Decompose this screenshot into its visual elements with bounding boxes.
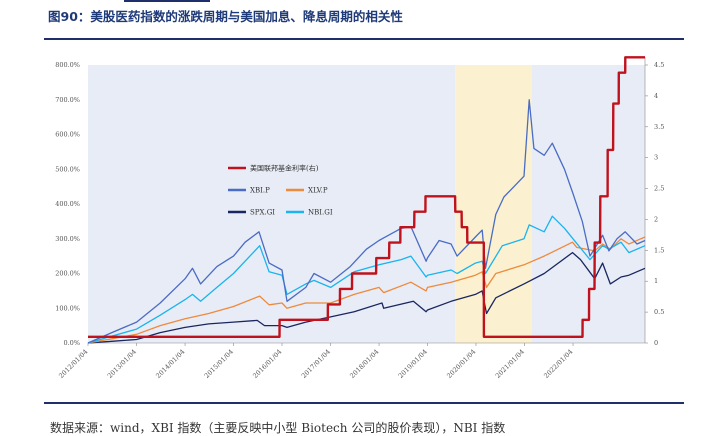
right-axis: 0 0.5 1 1.5 2 2.5 3 3.5 4 4.5 — [644, 57, 664, 347]
y-left-tick-label: 300.0% — [55, 235, 80, 243]
legend: 美国联邦基金利率(右) XBI.P XLV.P SPX.GI NBI.GI — [228, 164, 333, 217]
series-lines — [87, 56, 646, 344]
y-right-tick-label: 0.5 — [654, 308, 664, 316]
x-tick-label: 2019/01/04 — [397, 348, 429, 380]
legend-label-fed-rate: 美国联邦基金利率(右) — [250, 164, 319, 173]
left-axis: 0.0% 100.0% 200.0% 300.0% 400.0% 500.0% 600.0%… — [55, 61, 80, 347]
x-tick-label: 2014/01/04 — [154, 348, 186, 380]
top-rule — [44, 38, 684, 40]
shaded-period-1 — [279, 65, 456, 343]
title-accent-bar — [124, 0, 210, 2]
y-left-tick-label: 400.0% — [55, 200, 80, 208]
y-left-tick-label: 700.0% — [55, 96, 80, 104]
shaded-period-0 — [88, 65, 280, 343]
series-line-nbi-gi — [87, 215, 646, 344]
y-left-tick-label: 500.0% — [55, 165, 80, 173]
series-line-xbi-p — [87, 99, 646, 344]
y-left-tick-label: 100.0% — [55, 304, 80, 312]
x-tick-label: 2013/01/04 — [106, 348, 138, 380]
x-tick-label: 2018/01/04 — [348, 348, 380, 380]
y-right-tick-label: 3.5 — [654, 123, 664, 131]
y-left-tick-label: 200.0% — [55, 270, 80, 278]
y-right-tick-label: 4 — [654, 92, 658, 100]
x-tick-label: 2012/01/04 — [57, 348, 89, 380]
y-right-tick-label: 0 — [654, 339, 658, 347]
source-note: 数据来源：wind，XBI 指数（主要反映中小型 Biotech 公司的股价表现… — [50, 421, 506, 435]
y-right-tick-label: 3 — [654, 154, 658, 162]
figure-title: 图90：美股医药指数的涨跌周期与美国加息、降息周期的相关性 — [48, 9, 403, 24]
y-right-tick-label: 1 — [654, 277, 658, 285]
legend-label-xlv-p: XLV.P — [308, 187, 328, 195]
bottom-rule — [44, 402, 684, 404]
shaded-periods — [88, 65, 645, 343]
chart: 0.0% 100.0% 200.0% 300.0% 400.0% 500.0% 600.0%… — [55, 56, 664, 380]
x-tick-label: 2022/01/04 — [542, 348, 574, 380]
y-left-tick-label: 800.0% — [55, 61, 80, 69]
y-right-tick-label: 2 — [654, 215, 658, 223]
legend-label-nbi-gi: NBI.GI — [308, 209, 333, 217]
x-axis: 2012/01/04 2013/01/04 2014/01/04 2015/01/04… — [57, 342, 645, 380]
x-tick-label: 2016/01/04 — [251, 348, 283, 380]
legend-label-xbi-p: XBI.P — [250, 187, 270, 195]
series-line-xlv-p — [87, 236, 646, 344]
x-tick-label: 2015/01/04 — [203, 348, 235, 380]
series-line-spx-gi — [87, 251, 646, 344]
x-tick-label: 2020/01/04 — [445, 348, 477, 380]
y-left-tick-label: 600.0% — [55, 131, 80, 139]
x-tick-label: 2017/01/04 — [300, 348, 332, 380]
y-right-tick-label: 2.5 — [654, 185, 664, 193]
x-tick-label: 2021/01/04 — [494, 348, 526, 380]
legend-label-spx-gi: SPX.GI — [250, 209, 275, 217]
y-right-tick-label: 1.5 — [654, 246, 664, 254]
y-right-tick-label: 4.5 — [654, 61, 664, 69]
series-line-fed-rate — [88, 56, 645, 338]
y-left-tick-label: 0.0% — [63, 339, 80, 347]
